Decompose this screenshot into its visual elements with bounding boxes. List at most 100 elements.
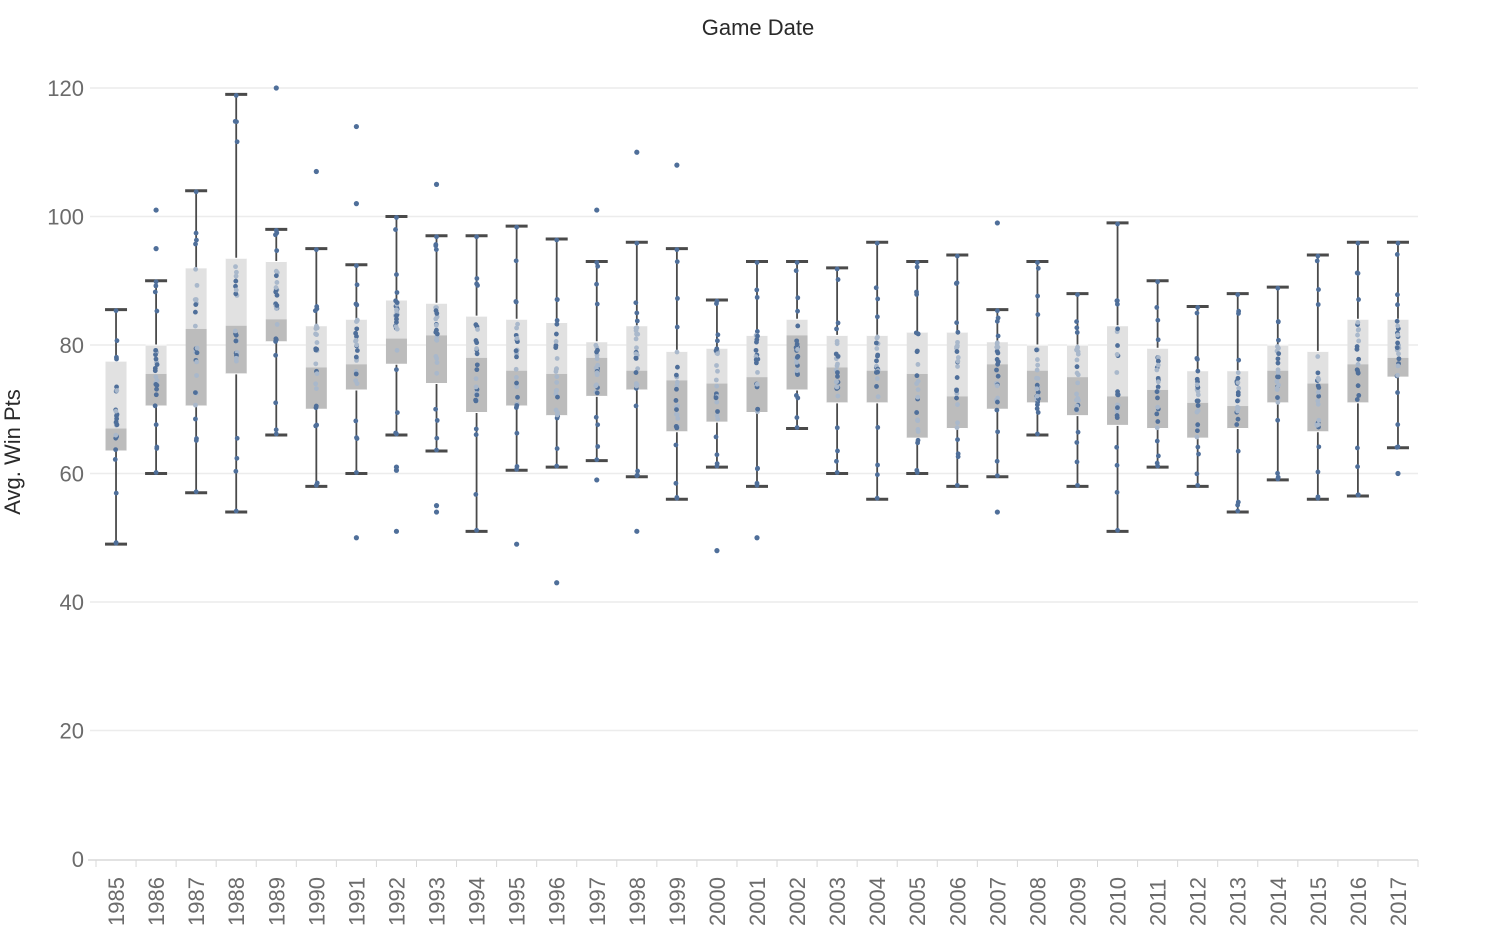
box-upper [466, 316, 488, 358]
data-point [1155, 404, 1161, 410]
data-point [1395, 363, 1401, 369]
data-point [1194, 409, 1200, 415]
data-point [1075, 292, 1080, 297]
data-point [553, 343, 559, 349]
data-point [394, 300, 400, 305]
data-point [1276, 345, 1281, 351]
data-point [1154, 367, 1160, 373]
data-point [473, 397, 478, 403]
data-point [233, 273, 239, 279]
data-point [514, 380, 519, 386]
data-point [1114, 370, 1120, 375]
data-point [1235, 292, 1241, 297]
data-point [635, 366, 641, 372]
data-point [233, 291, 239, 297]
data-point [313, 347, 319, 353]
data-point [875, 296, 881, 302]
data-point [194, 345, 200, 351]
outlier-point [393, 467, 400, 473]
box-upper [1307, 351, 1329, 384]
data-point [914, 289, 919, 295]
data-point [1354, 346, 1360, 352]
data-point [1195, 392, 1201, 398]
data-point [475, 327, 480, 332]
data-point [1194, 434, 1200, 440]
data-point [633, 403, 639, 409]
data-point [1355, 327, 1361, 333]
data-point [473, 384, 479, 390]
data-point [954, 425, 960, 431]
data-point [1114, 444, 1120, 450]
data-point [834, 266, 840, 272]
outlier-point [433, 181, 440, 187]
data-point [1356, 393, 1362, 398]
data-point [634, 382, 640, 388]
data-point [554, 446, 560, 451]
data-point [114, 416, 120, 422]
data-point [1074, 440, 1080, 445]
data-point [353, 371, 359, 377]
data-point [714, 413, 720, 419]
data-point [1114, 489, 1120, 495]
data-point [312, 308, 318, 314]
data-point [1194, 310, 1200, 316]
data-point [554, 318, 560, 323]
data-point [673, 398, 679, 403]
data-point [473, 426, 479, 432]
box-lower [185, 328, 207, 407]
data-point [834, 379, 840, 385]
data-point [473, 376, 479, 382]
data-point [353, 354, 359, 360]
data-point [633, 370, 639, 375]
data-point [1355, 383, 1361, 389]
data-point [153, 381, 159, 387]
x-tick-label: 2012 [1186, 877, 1211, 926]
data-point [1194, 398, 1200, 404]
data-point [754, 260, 760, 265]
data-point [1395, 390, 1400, 395]
outlier-point [313, 168, 319, 175]
data-point [1276, 351, 1282, 357]
data-point [674, 495, 680, 501]
data-point [753, 347, 759, 353]
data-point [1315, 302, 1321, 307]
data-point [1275, 470, 1280, 476]
data-point [1275, 395, 1280, 400]
data-point [474, 362, 480, 368]
data-point [354, 436, 360, 441]
outlier-point [433, 503, 440, 509]
data-point [313, 482, 319, 488]
data-point [995, 429, 1001, 435]
data-point [274, 322, 280, 327]
data-point [1155, 463, 1161, 469]
data-point [673, 411, 679, 417]
data-point [1114, 352, 1120, 357]
data-point [834, 425, 840, 431]
box-upper [1107, 325, 1129, 397]
data-point [393, 324, 399, 329]
data-point [193, 241, 198, 247]
y-tick-label: 0 [72, 847, 84, 872]
data-point [675, 364, 680, 370]
data-point [1316, 444, 1322, 450]
data-point [955, 451, 961, 457]
data-point [474, 346, 479, 351]
data-point [1275, 399, 1281, 405]
data-point [433, 406, 439, 412]
data-point [995, 399, 1000, 405]
data-point [313, 403, 319, 409]
data-point [1195, 444, 1201, 450]
data-point [754, 381, 760, 387]
outlier-point [393, 528, 400, 534]
outlier-point [433, 509, 440, 515]
data-point [795, 295, 801, 301]
data-point [875, 462, 880, 468]
box-lower [1307, 383, 1329, 432]
data-point [1035, 375, 1041, 381]
data-point [874, 376, 880, 381]
data-point [954, 253, 960, 259]
data-point [113, 408, 119, 414]
data-point [394, 215, 399, 220]
x-tick-label: 2008 [1025, 877, 1050, 926]
data-point [154, 378, 160, 383]
